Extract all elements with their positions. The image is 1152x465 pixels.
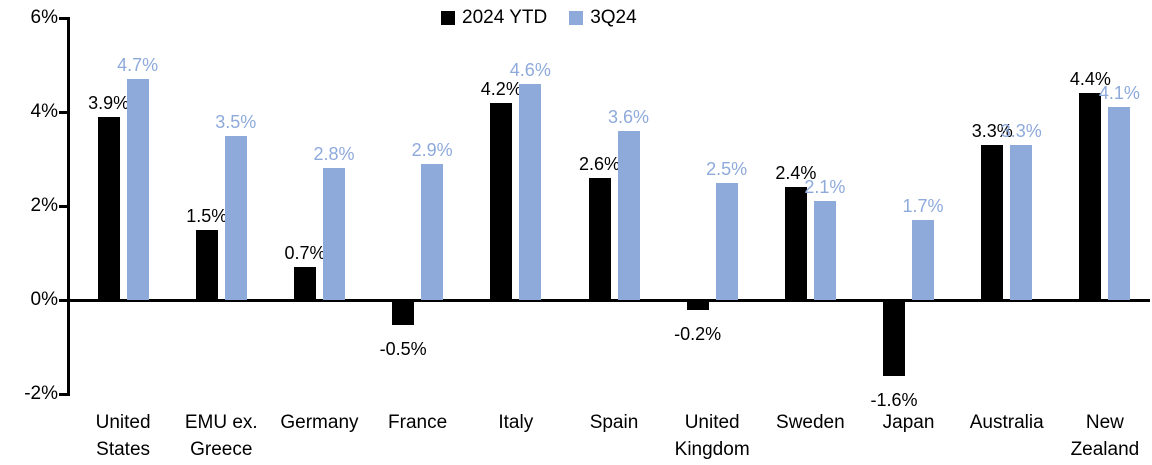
x-axis-category-label-australia: Australia [958, 409, 1056, 436]
x-axis-category-label-emu-ex-greece: EMU ex. Greece [172, 409, 270, 463]
x-axis-category-line: Spain [589, 412, 639, 433]
legend-swatch-3q24-icon [569, 11, 584, 25]
legend-swatch-2024-ytd-icon [441, 11, 455, 25]
bar-value-label-2024-ytd-germany: 0.7% [284, 243, 326, 264]
y-axis-tick-label: 6% [30, 7, 58, 28]
bar-3q24-spain [617, 130, 640, 300]
x-axis-category-line: EMU ex. [184, 412, 258, 433]
bar-value-label-3q24-sweden: 2.1% [804, 177, 846, 198]
bar-value-label-2024-ytd-emu-ex-greece: 1.5% [186, 205, 228, 226]
bar-value-label-2024-ytd-australia: 3.3% [971, 120, 1013, 141]
bar-2024-ytd-germany [293, 267, 316, 300]
legend-label-2024-ytd: 2024 YTD [462, 7, 548, 28]
legend-item-3q24: 3Q24 [569, 7, 637, 29]
x-axis-category-line: United [95, 412, 151, 433]
bar-value-label-2024-ytd-united-kingdom: -0.2% [674, 324, 722, 345]
bar-value-label-3q24-spain: 3.6% [607, 106, 650, 127]
bar-value-label-2024-ytd-france: -0.5% [379, 338, 427, 359]
bar-value-label-3q24-new-zealand: 4.1% [1098, 83, 1140, 104]
x-axis-category-label-united-kingdom: United Kingdom [663, 409, 761, 463]
bar-value-label-3q24-australia: 3.3% [1000, 120, 1042, 141]
x-axis-line [67, 299, 1150, 302]
x-axis-category-label-japan: Japan [859, 409, 957, 436]
x-axis-category-line: France [388, 412, 448, 433]
x-axis-category-label-spain: Spain [565, 409, 663, 436]
x-axis-category-line: New [1085, 412, 1124, 433]
bar-2024-ytd-japan [883, 301, 906, 377]
legend-label-3q24: 3Q24 [590, 7, 637, 28]
bar-2024-ytd-new-zealand [1079, 93, 1102, 300]
bar-3q24-australia [1010, 144, 1033, 300]
bar-value-label-2024-ytd-new-zealand: 4.4% [1069, 69, 1111, 90]
x-axis-category-label-france: France [369, 409, 467, 436]
x-axis-category-line: United [684, 412, 740, 433]
y-axis-tick-label: 2% [30, 195, 58, 216]
x-axis-category-line: Zealand [1070, 439, 1140, 460]
bar-value-label-3q24-united-kingdom: 2.5% [706, 158, 748, 179]
bar-value-label-3q24-germany: 2.8% [313, 144, 355, 165]
chart-legend: 2024 YTD 3Q24 [441, 7, 637, 29]
x-axis-category-line: Kingdom [674, 439, 750, 460]
bar-2024-ytd-france [392, 301, 415, 325]
x-axis-category-line: Italy [498, 412, 534, 433]
y-axis-tick [59, 393, 70, 396]
bar-value-label-2024-ytd-sweden: 2.4% [775, 163, 817, 184]
bar-2024-ytd-italy [490, 102, 513, 300]
x-axis-category-line: States [96, 439, 151, 460]
y-axis-tick [59, 17, 70, 20]
x-axis-category-label-italy: Italy [467, 409, 565, 436]
bar-value-label-3q24-italy: 4.6% [509, 59, 551, 80]
y-axis-tick [59, 299, 70, 302]
bar-2024-ytd-australia [981, 144, 1004, 300]
y-axis-tick-label: 0% [30, 289, 58, 310]
x-axis-category-label-sweden: Sweden [761, 409, 859, 436]
bar-value-label-3q24-emu-ex-greece: 3.5% [215, 111, 257, 132]
x-axis-category-line: Greece [190, 439, 253, 460]
bar-2024-ytd-sweden [784, 187, 807, 300]
x-axis-category-line: Australia [969, 412, 1044, 433]
y-axis-tick [59, 111, 70, 114]
bar-3q24-united-states [126, 79, 149, 300]
x-axis-category-line: Japan [882, 412, 935, 433]
bar-3q24-emu-ex-greece [224, 135, 247, 300]
bar-2024-ytd-united-kingdom [686, 301, 709, 311]
x-axis-category-line: Sweden [776, 412, 845, 433]
bar-value-label-3q24-france: 2.9% [411, 139, 453, 160]
bar-3q24-sweden [813, 201, 836, 300]
x-axis-category-label-new-zealand: New Zealand [1056, 409, 1152, 463]
bar-3q24-new-zealand [1108, 107, 1131, 300]
bar-3q24-japan [912, 220, 935, 300]
bar-value-label-2024-ytd-united-states: 3.9% [88, 92, 130, 113]
y-axis-tick-label: 4% [30, 101, 58, 122]
bar-value-label-2024-ytd-italy: 4.2% [480, 78, 522, 99]
bar-2024-ytd-emu-ex-greece [195, 229, 218, 300]
bar-value-label-2024-ytd-spain: 2.6% [578, 153, 621, 174]
x-axis-category-line: Germany [280, 412, 359, 433]
x-axis-category-label-germany: Germany [270, 409, 368, 436]
legend-item-2024-ytd: 2024 YTD [441, 7, 547, 29]
bar-3q24-united-kingdom [715, 182, 738, 300]
bar-value-label-3q24-japan: 1.7% [902, 196, 944, 217]
bar-2024-ytd-spain [588, 177, 611, 300]
y-axis-tick-label: -2% [24, 383, 58, 404]
bar-value-label-3q24-united-states: 4.7% [117, 55, 159, 76]
bar-value-label-2024-ytd-japan: -1.6% [870, 390, 918, 411]
x-axis-category-label-united-states: United States [74, 409, 172, 463]
bar-3q24-germany [322, 168, 345, 300]
bar-2024-ytd-united-states [97, 116, 120, 300]
bar-3q24-france [421, 163, 444, 300]
y-axis-tick [59, 205, 70, 208]
bar-3q24-italy [519, 83, 542, 300]
